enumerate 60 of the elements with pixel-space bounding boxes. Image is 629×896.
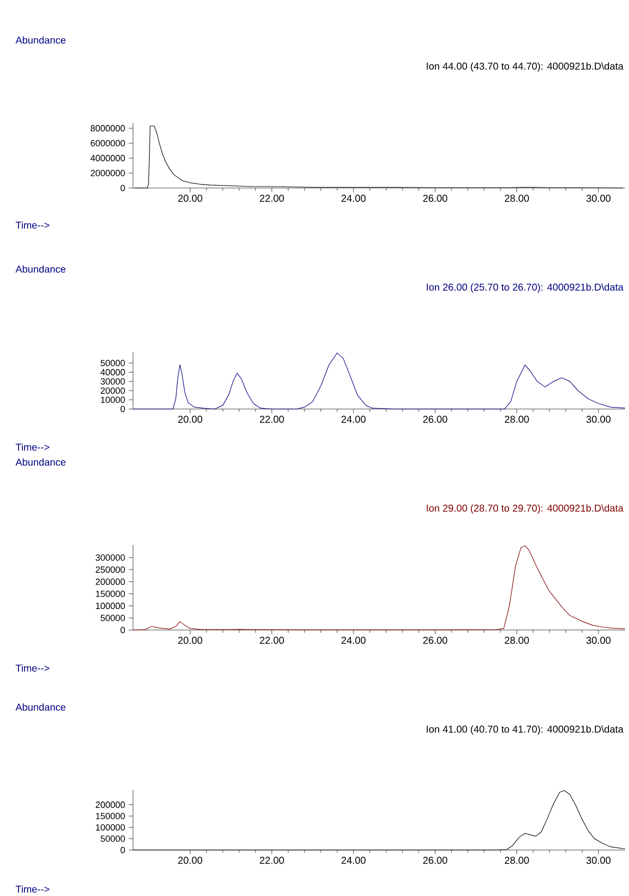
x-axis-title: Time--> — [16, 885, 50, 893]
x-tick-label: 26.00 — [423, 194, 448, 202]
x-tick-label: 28.00 — [504, 194, 529, 202]
x-tick-label: 20.00 — [178, 856, 202, 864]
x-tick-label: 24.00 — [342, 856, 366, 864]
y-axis-title: Abundance — [16, 703, 66, 711]
x-tick-label: 22.00 — [260, 856, 284, 864]
x-tick-label: 20.00 — [178, 416, 202, 423]
x-tick-label: 30.00 — [586, 416, 611, 423]
y-axis-title: Abundance — [16, 265, 66, 273]
y-tick-label: 200000 — [96, 578, 125, 585]
y-axis-title: Abundance — [16, 36, 66, 44]
x-tick-label: 30.00 — [586, 194, 611, 202]
y-tick-label: 250000 — [96, 566, 125, 573]
y-tick-label: 0 — [120, 184, 125, 192]
y-tick-label: 6000000 — [90, 140, 125, 146]
x-tick-label: 26.00 — [423, 636, 448, 644]
x-tick-label: 24.00 — [342, 416, 366, 423]
x-tick-label: 26.00 — [423, 416, 448, 423]
x-tick-label: 30.00 — [586, 636, 611, 644]
y-tick-label: 30000 — [100, 378, 125, 385]
x-tick-label: 22.00 — [260, 194, 284, 202]
y-tick-label: 40000 — [100, 369, 125, 376]
x-tick-label: 24.00 — [342, 636, 366, 644]
x-tick-label: 20.00 — [178, 194, 202, 202]
x-tick-label: 30.00 — [586, 856, 611, 864]
x-tick-label: 22.00 — [260, 636, 284, 644]
y-tick-label: 10000 — [100, 396, 125, 403]
chart-title: Ion 29.00 (28.70 to 29.70): 4000921b.D\data — [426, 504, 624, 514]
chart-title: Ion 26.00 (25.70 to 26.70): 4000921b.D\data — [426, 283, 624, 293]
x-tick-label: 26.00 — [423, 856, 448, 864]
x-tick-label: 20.00 — [178, 636, 202, 644]
x-tick-label: 24.00 — [342, 194, 366, 202]
x-tick-label: 28.00 — [504, 636, 529, 644]
chart-title: Ion 44.00 (43.70 to 44.70): 4000921b.D\data — [426, 62, 624, 72]
y-axis-title: Abundance — [16, 458, 66, 466]
y-tick-label: 0 — [120, 846, 125, 854]
y-tick-label: 150000 — [96, 812, 125, 820]
y-tick-label: 4000000 — [90, 154, 125, 162]
y-tick-label: 300000 — [96, 554, 125, 561]
y-tick-label: 0 — [120, 626, 125, 634]
y-tick-label: 2000000 — [90, 170, 125, 176]
x-tick-label: 22.00 — [260, 416, 284, 423]
x-tick-label: 28.00 — [504, 416, 529, 423]
y-tick-label: 100000 — [96, 824, 125, 831]
y-tick-label: 200000 — [96, 802, 125, 808]
x-axis-title: Time--> — [16, 221, 50, 229]
y-tick-label: 0 — [120, 406, 125, 412]
y-tick-label: 50000 — [100, 614, 125, 622]
y-tick-label: 20000 — [100, 387, 125, 394]
y-tick-label: 8000000 — [90, 125, 125, 132]
y-tick-label: 100000 — [96, 602, 125, 610]
chart-title: Ion 41.00 (40.70 to 41.70): 4000921b.D\data — [426, 725, 624, 735]
y-tick-label: 50000 — [100, 836, 125, 842]
y-tick-label: 50000 — [100, 360, 125, 366]
x-axis-title: Time--> — [16, 443, 50, 451]
y-tick-label: 150000 — [96, 590, 125, 597]
line-series — [132, 545, 626, 630]
x-axis-title: Time--> — [16, 664, 50, 672]
x-tick-label: 28.00 — [504, 856, 529, 864]
